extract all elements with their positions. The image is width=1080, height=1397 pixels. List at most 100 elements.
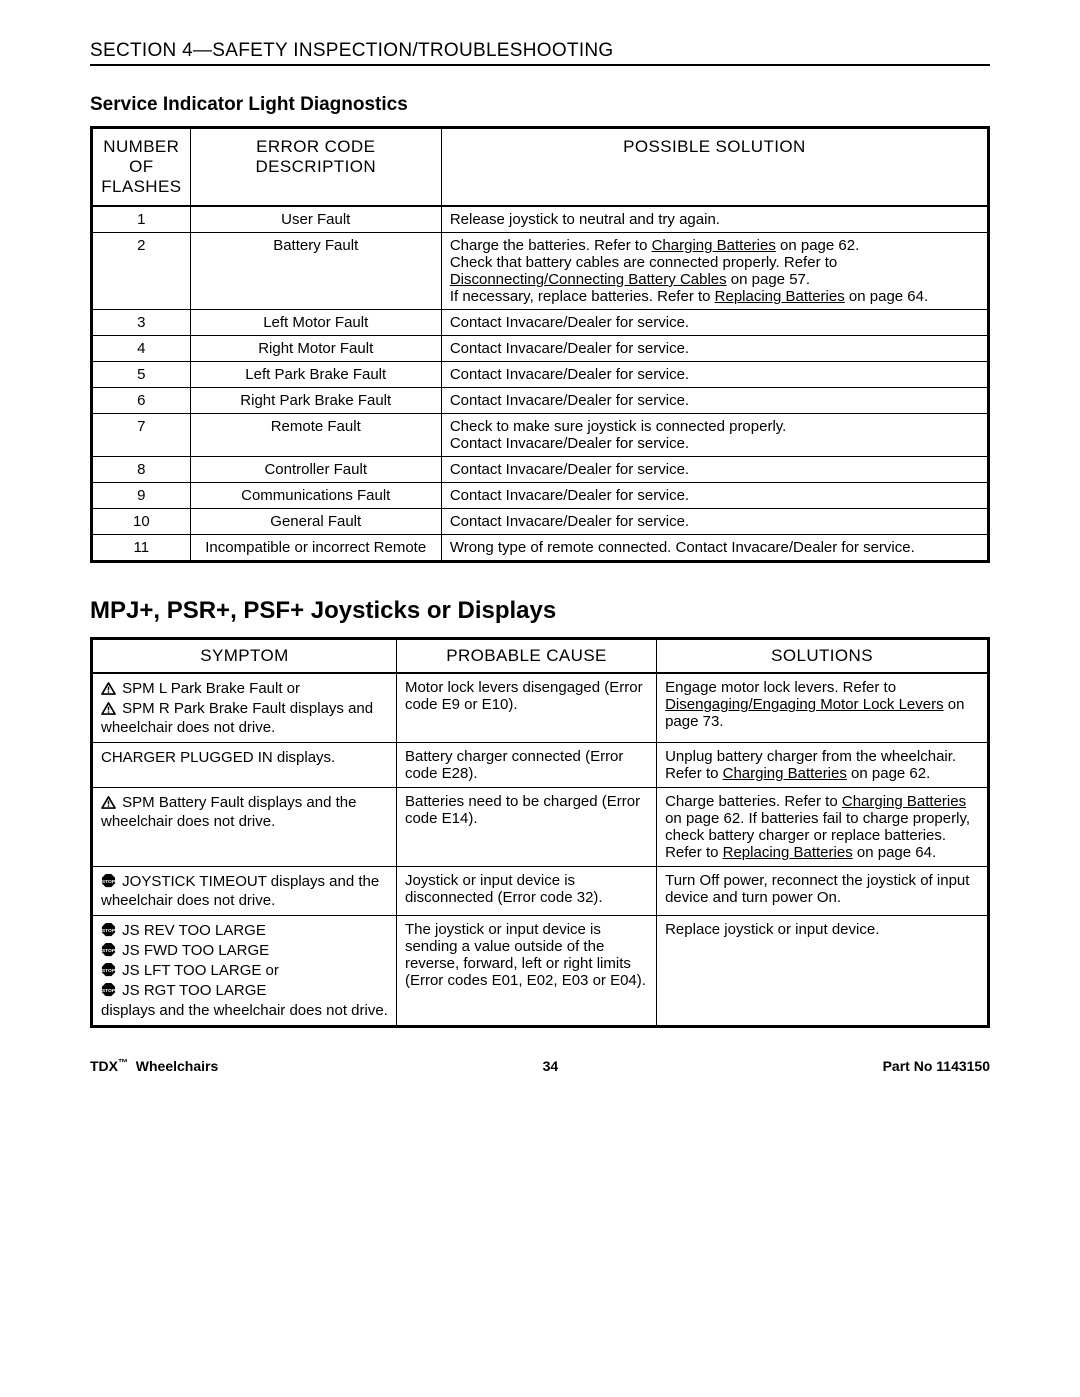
cell-error-desc: Remote Fault: [190, 414, 441, 457]
stop-icon: [101, 942, 116, 961]
cell-solution: Contact Invacare/Dealer for service.: [441, 509, 988, 535]
table-header-row: SYMPTOM PROBABLE CAUSE SOLUTIONS: [92, 639, 989, 674]
cell-flashes: 10: [92, 509, 191, 535]
cell-symptom: JOYSTICK TIMEOUT displays and the wheelc…: [92, 867, 397, 916]
table-row: 10General FaultContact Invacare/Dealer f…: [92, 509, 989, 535]
cell-flashes: 4: [92, 336, 191, 362]
stop-icon: [101, 962, 116, 981]
cell-symptom: JS REV TOO LARGE JS FWD TOO LARGE JS LFT…: [92, 916, 397, 1027]
table-row: JS REV TOO LARGE JS FWD TOO LARGE JS LFT…: [92, 916, 989, 1027]
table-row: SPM L Park Brake Fault or SPM R Park Bra…: [92, 673, 989, 743]
warning-icon: [101, 702, 116, 719]
cell-flashes: 9: [92, 483, 191, 509]
col-header-desc: ERROR CODEDESCRIPTION: [190, 128, 441, 207]
symptom-line: SPM Battery Fault displays and the wheel…: [101, 794, 388, 830]
cell-flashes: 1: [92, 206, 191, 233]
stop-icon: [101, 982, 116, 1001]
cell-solution: Release joystick to neutral and try agai…: [441, 206, 988, 233]
cell-error-desc: Battery Fault: [190, 233, 441, 310]
joystick-table-title: MPJ+, PSR+, PSF+ Joysticks or Displays: [90, 597, 990, 625]
table-row: 6Right Park Brake FaultContact Invacare/…: [92, 388, 989, 414]
cell-error-desc: General Fault: [190, 509, 441, 535]
symptom-line: SPM L Park Brake Fault or: [101, 680, 388, 699]
cross-ref-link[interactable]: Disconnecting/Connecting Battery Cables: [450, 271, 727, 288]
cell-solution: Charge the batteries. Refer to Charging …: [441, 233, 988, 310]
col-header-solutions: SOLUTIONS: [657, 639, 989, 674]
col-header-symptom: SYMPTOM: [92, 639, 397, 674]
cell-error-desc: User Fault: [190, 206, 441, 233]
cell-error-desc: Communications Fault: [190, 483, 441, 509]
cell-error-desc: Right Park Brake Fault: [190, 388, 441, 414]
cell-cause: Joystick or input device is disconnected…: [396, 867, 656, 916]
symptom-line: CHARGER PLUGGED IN displays.: [101, 749, 388, 766]
table-row: 8Controller FaultContact Invacare/Dealer…: [92, 457, 989, 483]
page-footer: TDX™ Wheelchairs 34 Part No 1143150: [90, 1058, 990, 1074]
warning-icon: [101, 796, 116, 813]
stop-icon: [101, 922, 116, 941]
table-row: 7Remote FaultCheck to make sure joystick…: [92, 414, 989, 457]
cell-solution: Replace joystick or input device.: [657, 916, 989, 1027]
cell-symptom: CHARGER PLUGGED IN displays.: [92, 743, 397, 788]
section-header: SECTION 4—SAFETY INSPECTION/TROUBLESHOOT…: [90, 40, 990, 62]
cell-solution: Contact Invacare/Dealer for service.: [441, 310, 988, 336]
cell-solution: Contact Invacare/Dealer for service.: [441, 483, 988, 509]
warning-icon: [101, 682, 116, 699]
footer-product-suffix-text: Wheelchairs: [136, 1058, 218, 1074]
stop-icon: [101, 873, 116, 892]
table-row: 2Battery FaultCharge the batteries. Refe…: [92, 233, 989, 310]
error-codes-table: NUMBEROFFLASHES ERROR CODEDESCRIPTION PO…: [90, 126, 990, 563]
cell-solution: Contact Invacare/Dealer for service.: [441, 388, 988, 414]
cell-solution: Wrong type of remote connected. Contact …: [441, 535, 988, 562]
cell-flashes: 7: [92, 414, 191, 457]
cross-ref-link[interactable]: Charging Batteries: [842, 793, 966, 810]
symptom-line: JS LFT TOO LARGE or: [101, 962, 388, 981]
cross-ref-link[interactable]: Charging Batteries: [723, 765, 847, 782]
cell-flashes: 6: [92, 388, 191, 414]
cell-symptom: SPM Battery Fault displays and the wheel…: [92, 788, 397, 867]
cell-flashes: 3: [92, 310, 191, 336]
error-table-title: Service Indicator Light Diagnostics: [90, 94, 990, 116]
cell-flashes: 8: [92, 457, 191, 483]
cross-ref-link[interactable]: Replacing Batteries: [715, 288, 845, 305]
col-header-solution: POSSIBLE SOLUTION: [441, 128, 988, 207]
joystick-table: SYMPTOM PROBABLE CAUSE SOLUTIONS SPM L P…: [90, 637, 990, 1028]
col-header-cause: PROBABLE CAUSE: [396, 639, 656, 674]
cross-ref-link[interactable]: Replacing Batteries: [723, 844, 853, 861]
cell-symptom: SPM L Park Brake Fault or SPM R Park Bra…: [92, 673, 397, 743]
footer-tm: ™: [118, 1058, 128, 1069]
symptom-line: JS REV TOO LARGE: [101, 922, 388, 941]
cell-flashes: 5: [92, 362, 191, 388]
symptom-line: JOYSTICK TIMEOUT displays and the wheelc…: [101, 873, 388, 909]
cell-cause: The joystick or input device is sending …: [396, 916, 656, 1027]
cell-solution: Engage motor lock levers. Refer to Disen…: [657, 673, 989, 743]
cell-solution: Check to make sure joystick is connected…: [441, 414, 988, 457]
symptom-line: JS RGT TOO LARGE: [101, 982, 388, 1001]
cell-error-desc: Left Park Brake Fault: [190, 362, 441, 388]
table-row: 1User FaultRelease joystick to neutral a…: [92, 206, 989, 233]
table-row: 11Incompatible or incorrect RemoteWrong …: [92, 535, 989, 562]
cell-error-desc: Controller Fault: [190, 457, 441, 483]
col-header-flashes: NUMBEROFFLASHES: [92, 128, 191, 207]
cell-solution: Contact Invacare/Dealer for service.: [441, 457, 988, 483]
cell-flashes: 2: [92, 233, 191, 310]
table-row: 4Right Motor FaultContact Invacare/Deale…: [92, 336, 989, 362]
cell-error-desc: Left Motor Fault: [190, 310, 441, 336]
cross-ref-link[interactable]: Charging Batteries: [652, 237, 776, 254]
cell-error-desc: Right Motor Fault: [190, 336, 441, 362]
cell-solution: Charge batteries. Refer to Charging Batt…: [657, 788, 989, 867]
table-header-row: NUMBEROFFLASHES ERROR CODEDESCRIPTION PO…: [92, 128, 989, 207]
cell-flashes: 11: [92, 535, 191, 562]
symptom-line: SPM R Park Brake Fault displays and whee…: [101, 700, 388, 736]
symptom-line: JS FWD TOO LARGE: [101, 942, 388, 961]
table-row: 9Communications FaultContact Invacare/De…: [92, 483, 989, 509]
cell-solution: Contact Invacare/Dealer for service.: [441, 336, 988, 362]
table-row: JOYSTICK TIMEOUT displays and the wheelc…: [92, 867, 989, 916]
footer-part-number: Part No 1143150: [883, 1058, 990, 1074]
table-row: 3Left Motor FaultContact Invacare/Dealer…: [92, 310, 989, 336]
cross-ref-link[interactable]: Disengaging/Engaging Motor Lock Levers: [665, 696, 944, 713]
cell-cause: Battery charger connected (Error code E2…: [396, 743, 656, 788]
footer-product-name: TDX: [90, 1058, 118, 1074]
cell-solution: Unplug battery charger from the wheelcha…: [657, 743, 989, 788]
cell-cause: Batteries need to be charged (Error code…: [396, 788, 656, 867]
cell-error-desc: Incompatible or incorrect Remote: [190, 535, 441, 562]
